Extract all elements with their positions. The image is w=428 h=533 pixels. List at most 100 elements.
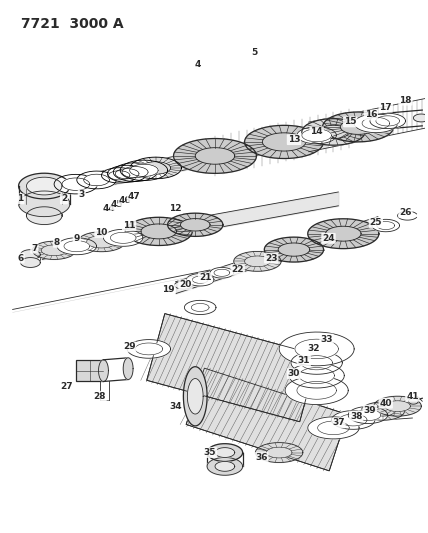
Polygon shape xyxy=(18,191,70,216)
Text: 18: 18 xyxy=(399,96,412,104)
Text: 36: 36 xyxy=(255,453,268,462)
Polygon shape xyxy=(308,219,379,248)
Polygon shape xyxy=(120,160,168,181)
Text: 17: 17 xyxy=(380,102,392,111)
Polygon shape xyxy=(115,168,139,179)
Polygon shape xyxy=(262,133,306,151)
Polygon shape xyxy=(244,125,324,158)
Polygon shape xyxy=(376,116,400,126)
Polygon shape xyxy=(147,313,318,422)
Text: 9: 9 xyxy=(74,234,80,243)
Polygon shape xyxy=(355,409,381,421)
Polygon shape xyxy=(130,157,181,179)
Polygon shape xyxy=(215,448,235,457)
Polygon shape xyxy=(109,171,130,180)
Text: 45: 45 xyxy=(111,200,124,209)
Polygon shape xyxy=(27,177,62,195)
Polygon shape xyxy=(173,139,256,173)
Polygon shape xyxy=(215,462,235,471)
Text: 35: 35 xyxy=(204,448,216,457)
Polygon shape xyxy=(285,376,348,405)
Text: 20: 20 xyxy=(179,280,192,289)
Polygon shape xyxy=(101,168,137,183)
Polygon shape xyxy=(104,229,143,246)
Polygon shape xyxy=(413,114,428,122)
Text: 24: 24 xyxy=(322,234,335,243)
Polygon shape xyxy=(207,443,243,462)
Polygon shape xyxy=(18,173,70,199)
Polygon shape xyxy=(214,269,230,276)
Polygon shape xyxy=(21,257,40,268)
Text: 38: 38 xyxy=(350,411,363,421)
Polygon shape xyxy=(186,273,214,286)
Polygon shape xyxy=(289,363,344,388)
Polygon shape xyxy=(371,406,395,416)
Text: 29: 29 xyxy=(123,342,135,351)
Polygon shape xyxy=(110,232,136,244)
Text: 28: 28 xyxy=(93,392,106,401)
Text: 3: 3 xyxy=(79,190,85,199)
Text: 4: 4 xyxy=(195,60,202,69)
Polygon shape xyxy=(348,407,388,424)
Polygon shape xyxy=(187,378,203,414)
Polygon shape xyxy=(370,114,405,128)
Text: 34: 34 xyxy=(169,402,182,410)
Text: 7: 7 xyxy=(31,244,38,253)
Polygon shape xyxy=(130,164,158,176)
Text: 25: 25 xyxy=(370,218,382,227)
Text: 27: 27 xyxy=(61,382,73,391)
Polygon shape xyxy=(377,222,395,230)
Polygon shape xyxy=(302,119,365,145)
Polygon shape xyxy=(54,174,98,194)
Text: 40: 40 xyxy=(380,399,392,408)
Polygon shape xyxy=(64,241,89,252)
Polygon shape xyxy=(57,238,97,255)
Polygon shape xyxy=(84,174,110,185)
Polygon shape xyxy=(27,207,62,224)
Text: 31: 31 xyxy=(297,356,310,365)
Polygon shape xyxy=(191,303,209,311)
Polygon shape xyxy=(408,398,418,404)
Polygon shape xyxy=(125,217,192,246)
Polygon shape xyxy=(266,447,292,458)
Polygon shape xyxy=(184,367,207,426)
Polygon shape xyxy=(308,417,359,439)
Polygon shape xyxy=(141,224,176,239)
Text: 33: 33 xyxy=(320,335,333,344)
Polygon shape xyxy=(295,339,339,359)
Polygon shape xyxy=(339,414,367,426)
Bar xyxy=(76,360,104,382)
Polygon shape xyxy=(340,119,376,134)
Text: 37: 37 xyxy=(332,418,345,427)
Polygon shape xyxy=(207,457,243,475)
Polygon shape xyxy=(374,396,421,416)
Polygon shape xyxy=(326,226,361,241)
Polygon shape xyxy=(78,232,125,252)
Text: 32: 32 xyxy=(307,344,320,353)
Text: 39: 39 xyxy=(364,406,376,415)
Text: 12: 12 xyxy=(169,204,182,213)
Polygon shape xyxy=(122,166,148,177)
Polygon shape xyxy=(362,117,389,130)
Polygon shape xyxy=(318,421,349,435)
Polygon shape xyxy=(113,163,157,181)
Text: 10: 10 xyxy=(95,228,108,237)
Polygon shape xyxy=(301,356,333,370)
Polygon shape xyxy=(192,276,208,284)
Polygon shape xyxy=(256,442,303,463)
Text: 19: 19 xyxy=(162,285,175,294)
Polygon shape xyxy=(279,332,354,366)
Polygon shape xyxy=(291,351,342,374)
Text: 6: 6 xyxy=(18,254,24,263)
Polygon shape xyxy=(62,178,89,190)
Polygon shape xyxy=(210,268,234,278)
Text: 46: 46 xyxy=(119,196,131,205)
Polygon shape xyxy=(302,129,331,142)
Polygon shape xyxy=(181,219,210,231)
Polygon shape xyxy=(331,410,375,429)
Text: 1: 1 xyxy=(18,195,24,204)
Polygon shape xyxy=(98,360,108,382)
Polygon shape xyxy=(244,256,270,266)
Polygon shape xyxy=(135,343,163,355)
Polygon shape xyxy=(184,301,216,314)
